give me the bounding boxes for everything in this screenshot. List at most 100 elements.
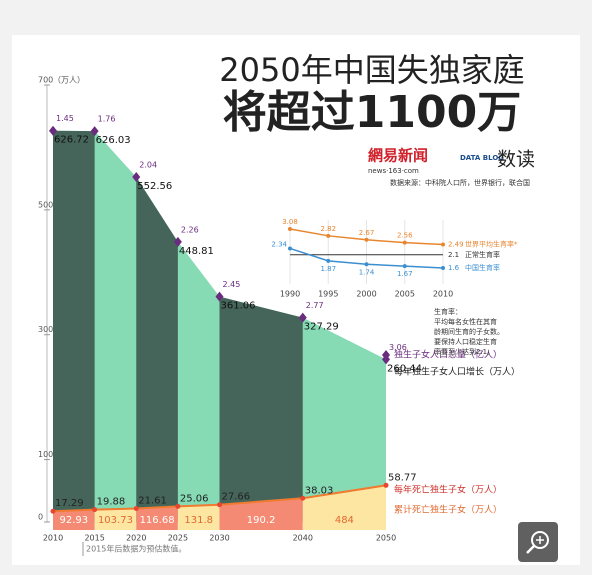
- zoom-bg[interactable]: [518, 522, 558, 562]
- y-tick-label: 300: [38, 325, 53, 334]
- population-label: 626.72: [54, 135, 89, 146]
- total-diamond: [173, 236, 182, 247]
- cumulative-label: 92.93: [59, 515, 88, 526]
- rate-name: 世界平均生育率*: [465, 240, 518, 249]
- rate-dot: [364, 262, 369, 267]
- y-tick-label: 700: [38, 76, 53, 85]
- rate-label: 1.74: [359, 268, 375, 276]
- population-label: 448.81: [179, 246, 214, 257]
- total-label: 2.04: [139, 161, 157, 170]
- rate-label: 2.34: [271, 240, 287, 248]
- rate-dot: [402, 264, 407, 269]
- legend-cumulative: 累计死亡独生子女（万人）: [394, 504, 502, 516]
- cumulative-band: [177, 504, 220, 530]
- rate-label: 2.56: [397, 232, 413, 240]
- brand: 網易新闻: [368, 147, 428, 165]
- rate-name: 正常生育率: [465, 250, 500, 259]
- x-tick-label: 2040: [293, 534, 313, 543]
- deaths-dot: [92, 507, 98, 513]
- total-diamond: [215, 291, 224, 302]
- total-diamond: [132, 172, 141, 183]
- x-tick-label: 2020: [126, 534, 146, 543]
- cumulative-label: 484: [335, 515, 354, 526]
- rate-label: 2.82: [320, 225, 336, 233]
- cumulative-label: 131.8: [184, 515, 213, 526]
- rate-label: 3.08: [282, 218, 298, 226]
- y-unit: （万人）: [53, 76, 85, 85]
- deaths-label: 19.88: [97, 497, 126, 508]
- deaths-dot: [300, 495, 306, 501]
- legend-deaths: 每年死亡独生子女（万人）: [394, 484, 502, 496]
- x-tick-label: 2015: [84, 534, 104, 543]
- cumulative-band: [219, 498, 303, 530]
- area-band: [219, 296, 303, 522]
- x-tick-label: 2050: [376, 534, 396, 543]
- cumulative-label: 116.68: [140, 515, 175, 526]
- total-diamond: [298, 312, 307, 323]
- rate-dot: [326, 233, 331, 238]
- zoom-handle[interactable]: [526, 545, 535, 554]
- x-tick-label: 1995: [318, 290, 338, 299]
- legend-diamond: [382, 350, 390, 360]
- deaths-label: 21.61: [138, 496, 167, 507]
- deaths-label: 27.66: [222, 492, 251, 503]
- deaths-label: 25.06: [180, 493, 209, 504]
- y-tick-label: 0: [38, 513, 43, 522]
- rate-label: 1.67: [397, 270, 413, 278]
- total-label: 2.77: [306, 301, 324, 310]
- source: 数据来源：中科院人口所，世界银行，联合国: [390, 178, 530, 187]
- x-tick-label: 2010: [433, 290, 453, 299]
- area-band: [136, 177, 178, 523]
- y-tick-label: 100: [38, 450, 53, 459]
- brand-url: news·163·com: [368, 167, 419, 175]
- note: 2015年后数据为预估数值。: [86, 544, 186, 554]
- blog: DATA BLOG: [460, 154, 504, 162]
- deaths-label: 38.03: [305, 485, 334, 496]
- rate-label: 1.87: [320, 265, 336, 273]
- zoom-lens[interactable]: [531, 531, 549, 549]
- rate-dot: [402, 240, 407, 245]
- rate-dot: [288, 226, 292, 231]
- population-label: 260.44: [387, 363, 422, 374]
- rate-end-label: 2.49: [448, 241, 464, 249]
- rate-name: 中国生育率: [465, 263, 500, 272]
- column: 数读: [497, 149, 535, 171]
- total-label: 3.06: [389, 343, 407, 352]
- y-tick-label: 500: [38, 200, 53, 209]
- total-diamond: [49, 125, 57, 136]
- x-tick-label: 1990: [280, 290, 300, 299]
- deaths-dot: [217, 502, 222, 508]
- total-diamond: [90, 126, 99, 137]
- rate-dot: [288, 246, 292, 251]
- x-tick-label: 2005: [395, 290, 415, 299]
- rate-dot: [441, 242, 445, 247]
- rate-end-label: 2.1: [448, 251, 459, 259]
- title: 2050年中国失独家庭: [219, 51, 524, 89]
- legend-total: 独生子女人口总量（亿人）: [394, 349, 502, 361]
- total-label: 1.45: [56, 114, 74, 123]
- total-label: 2.45: [223, 280, 241, 289]
- rate-note: 平均每名女性在其育: [434, 317, 497, 326]
- x-tick-label: 2010: [43, 534, 63, 543]
- total-label: 2.26: [181, 225, 199, 234]
- cumulative-band: [53, 509, 95, 530]
- subtitle: 将超过1100万: [223, 87, 521, 138]
- legend-population: 每年独生子女人口增长（万人）: [394, 366, 520, 378]
- cumulative-band: [302, 485, 386, 530]
- cumulative-band: [136, 506, 178, 530]
- rate-label: 2.67: [359, 229, 375, 237]
- rate-note: 龄期间生育的子女数。: [434, 327, 504, 336]
- deaths-dot: [383, 482, 389, 488]
- cumulative-label: 103.73: [98, 515, 133, 526]
- cumulative-band: [94, 508, 137, 530]
- x-tick-label: 2025: [168, 534, 188, 543]
- rate-note: 生育率：: [434, 307, 462, 316]
- deaths-label: 58.77: [388, 472, 417, 483]
- population-label: 327.29: [304, 322, 339, 333]
- zoom-button[interactable]: [518, 522, 558, 562]
- population-label: 361.06: [221, 301, 256, 312]
- deaths-dot: [50, 508, 56, 514]
- population-label: 552.56: [137, 181, 172, 192]
- x-tick-label: 2000: [356, 290, 376, 299]
